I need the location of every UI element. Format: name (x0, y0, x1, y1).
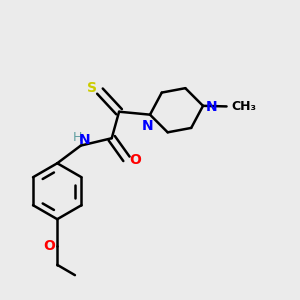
Text: N: N (79, 133, 90, 147)
Text: H: H (73, 131, 82, 144)
Text: CH₃: CH₃ (231, 100, 256, 113)
Text: O: O (129, 153, 141, 167)
Text: S: S (87, 81, 97, 95)
Text: N: N (206, 100, 218, 114)
Text: O: O (43, 239, 55, 253)
Text: N: N (142, 119, 154, 133)
